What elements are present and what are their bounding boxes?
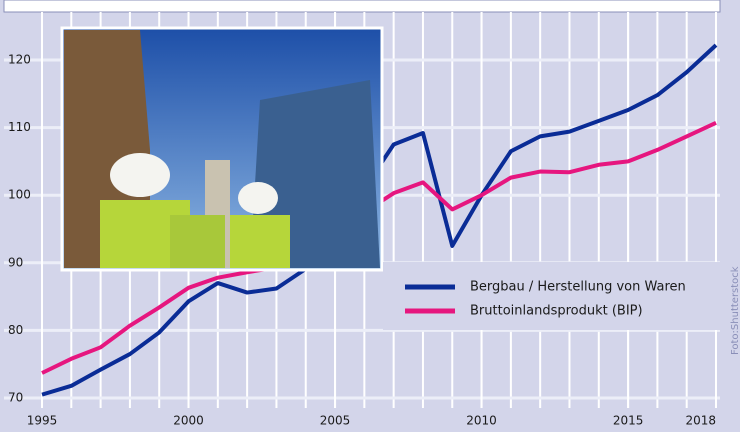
- y-tick-label: 70: [8, 391, 23, 405]
- y-tick-label: 100: [8, 188, 31, 202]
- photo: [62, 28, 382, 270]
- photo-worker: [170, 215, 225, 268]
- legend-label: Bergbau / Herstellung von Waren: [470, 280, 686, 295]
- x-tick-label: 2005: [320, 414, 351, 428]
- x-tick-label: 2018: [685, 414, 716, 428]
- legend-label: Bruttoinlandsprodukt (BIP): [470, 304, 643, 319]
- legend: Bergbau / Herstellung von Waren Bruttoin…: [383, 262, 721, 330]
- photo-credit: Foto:Shutterstock: [730, 266, 740, 355]
- photo-helmet: [238, 182, 278, 214]
- x-tick-label: 2010: [466, 414, 497, 428]
- photo-worker: [230, 215, 290, 268]
- legend-box: [383, 262, 721, 330]
- x-tick-label: 2015: [613, 414, 644, 428]
- top-bar: [4, 0, 720, 12]
- y-tick-label: 90: [8, 255, 23, 269]
- y-tick-label: 110: [8, 120, 31, 134]
- x-tick-label: 2000: [173, 414, 204, 428]
- x-tick-label: 1995: [27, 414, 58, 428]
- y-tick-label: 120: [8, 53, 31, 67]
- photo-helmet: [110, 153, 170, 197]
- y-tick-label: 80: [8, 323, 23, 337]
- chart: 708090100110120199520002005201020152018 …: [0, 0, 740, 432]
